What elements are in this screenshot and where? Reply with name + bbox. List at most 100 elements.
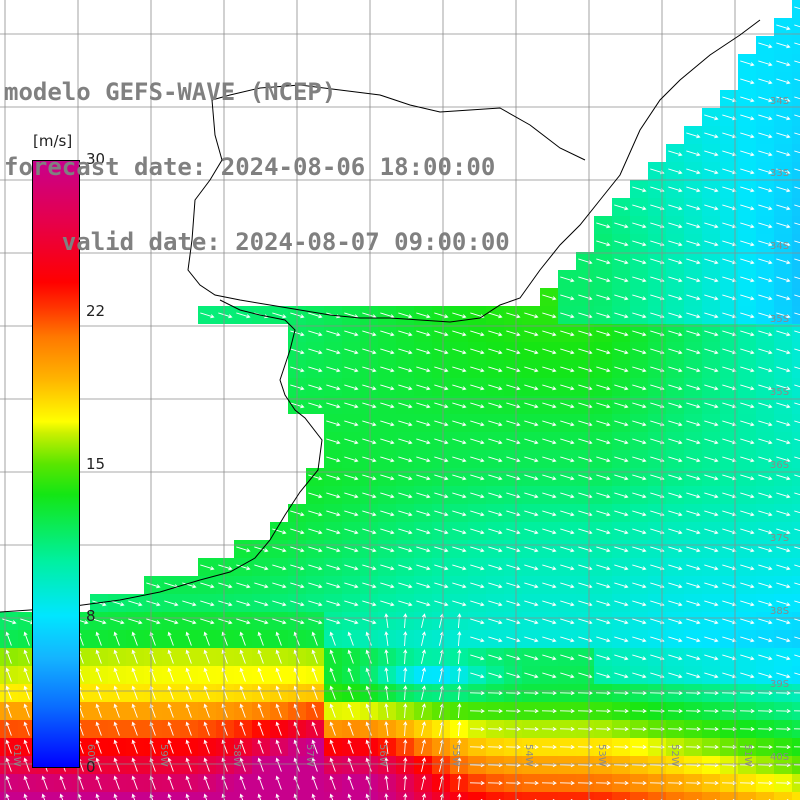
wind-arrow bbox=[487, 745, 503, 750]
wind-arrow bbox=[613, 691, 629, 696]
wind-arrow bbox=[275, 793, 280, 800]
wind-arrow bbox=[524, 582, 539, 589]
wind-arrow bbox=[794, 294, 800, 298]
wind-arrow bbox=[185, 775, 192, 790]
wind-arrow bbox=[614, 564, 629, 571]
wind-arrow bbox=[236, 564, 251, 571]
wind-arrow bbox=[632, 456, 647, 463]
wind-arrow bbox=[95, 739, 102, 754]
wind-arrow bbox=[667, 691, 683, 696]
wind-arrow bbox=[384, 757, 389, 772]
wind-arrow bbox=[203, 631, 210, 646]
wind-arrow bbox=[311, 667, 318, 682]
wind-arrow bbox=[686, 492, 701, 499]
wind-arrow bbox=[704, 240, 719, 247]
wind-arrow bbox=[272, 528, 287, 535]
wind-arrow bbox=[596, 492, 611, 499]
wind-arrow bbox=[704, 294, 719, 301]
wind-arrow bbox=[113, 631, 120, 646]
wind-arrow bbox=[457, 739, 462, 755]
wind-arrow bbox=[560, 438, 575, 445]
wind-arrow bbox=[131, 793, 136, 800]
wind-arrow bbox=[524, 618, 539, 625]
wind-arrow bbox=[542, 528, 557, 535]
wind-arrow bbox=[578, 528, 593, 535]
wind-arrow bbox=[434, 474, 449, 481]
wind-arrow bbox=[704, 402, 719, 409]
wind-arrow bbox=[668, 294, 683, 301]
wind-cell bbox=[774, 792, 792, 800]
wind-arrow bbox=[487, 781, 503, 786]
wind-arrow bbox=[739, 745, 755, 750]
wind-arrow bbox=[794, 222, 800, 226]
wind-arrow bbox=[452, 312, 467, 319]
wind-arrow bbox=[596, 564, 611, 571]
wind-arrow bbox=[452, 366, 467, 373]
wind-arrow bbox=[452, 330, 467, 337]
wind-arrow bbox=[308, 492, 323, 499]
wind-arrow bbox=[384, 703, 389, 718]
wind-arrow bbox=[470, 456, 485, 463]
wind-arrow bbox=[344, 546, 359, 553]
wind-arrow bbox=[488, 366, 503, 373]
wind-arrow bbox=[560, 456, 575, 463]
wind-arrow bbox=[311, 757, 318, 772]
wind-arrow bbox=[398, 402, 413, 409]
wind-arrow bbox=[257, 631, 264, 646]
wind-arrow bbox=[668, 276, 683, 283]
wind-arrow bbox=[740, 186, 755, 193]
wind-arrow bbox=[182, 600, 197, 607]
wind-arrow bbox=[488, 654, 503, 661]
wind-arrow bbox=[596, 330, 611, 337]
colorbar-tick-30: 30 bbox=[86, 150, 106, 168]
wind-cell bbox=[792, 558, 800, 576]
wind-arrow bbox=[596, 582, 611, 589]
wind-arrow bbox=[632, 330, 647, 337]
wind-arrow bbox=[326, 438, 341, 445]
wind-arrow bbox=[794, 528, 800, 532]
wind-arrow bbox=[596, 672, 611, 679]
wind-arrow bbox=[524, 456, 539, 463]
wind-arrow bbox=[542, 474, 557, 481]
wind-arrow bbox=[506, 564, 521, 571]
wind-arrow bbox=[326, 528, 341, 535]
wind-arrow bbox=[794, 78, 800, 82]
wind-arrow bbox=[740, 366, 755, 373]
wind-arrow bbox=[362, 438, 377, 445]
wind-arrow bbox=[470, 672, 485, 679]
wind-arrow bbox=[631, 727, 647, 732]
wind-arrow bbox=[739, 691, 755, 696]
wind-cell bbox=[612, 792, 630, 800]
wind-arrow bbox=[236, 600, 251, 607]
wind-arrow bbox=[506, 456, 521, 463]
wind-arrow bbox=[667, 727, 683, 732]
wind-arrow bbox=[632, 186, 647, 193]
wind-arrow bbox=[203, 739, 210, 754]
wind-arrow bbox=[686, 276, 701, 283]
wind-arrow bbox=[740, 78, 755, 85]
wind-arrow bbox=[257, 775, 264, 790]
wind-arrow bbox=[721, 781, 737, 786]
wind-arrow bbox=[182, 618, 197, 625]
wind-arrow bbox=[722, 258, 737, 265]
wind-arrow bbox=[434, 438, 449, 445]
wind-arrow bbox=[416, 366, 431, 373]
wind-arrow bbox=[758, 330, 773, 337]
wind-arrow bbox=[167, 757, 174, 772]
wind-arrow bbox=[398, 582, 413, 589]
wind-arrow bbox=[362, 474, 377, 481]
wind-arrow bbox=[365, 703, 372, 718]
wind-arrow bbox=[740, 132, 755, 139]
wind-arrow bbox=[380, 582, 395, 589]
wind-arrow bbox=[308, 546, 323, 553]
wind-arrow bbox=[614, 492, 629, 499]
wind-arrow bbox=[416, 330, 431, 337]
wind-arrow bbox=[632, 474, 647, 481]
wind-arrow bbox=[488, 348, 503, 355]
wind-arrow bbox=[758, 276, 773, 283]
wind-arrow bbox=[668, 204, 683, 211]
wind-arrow bbox=[236, 546, 251, 553]
wind-arrow bbox=[146, 600, 161, 607]
wind-arrow bbox=[631, 691, 647, 696]
wind-arrow bbox=[452, 600, 467, 607]
